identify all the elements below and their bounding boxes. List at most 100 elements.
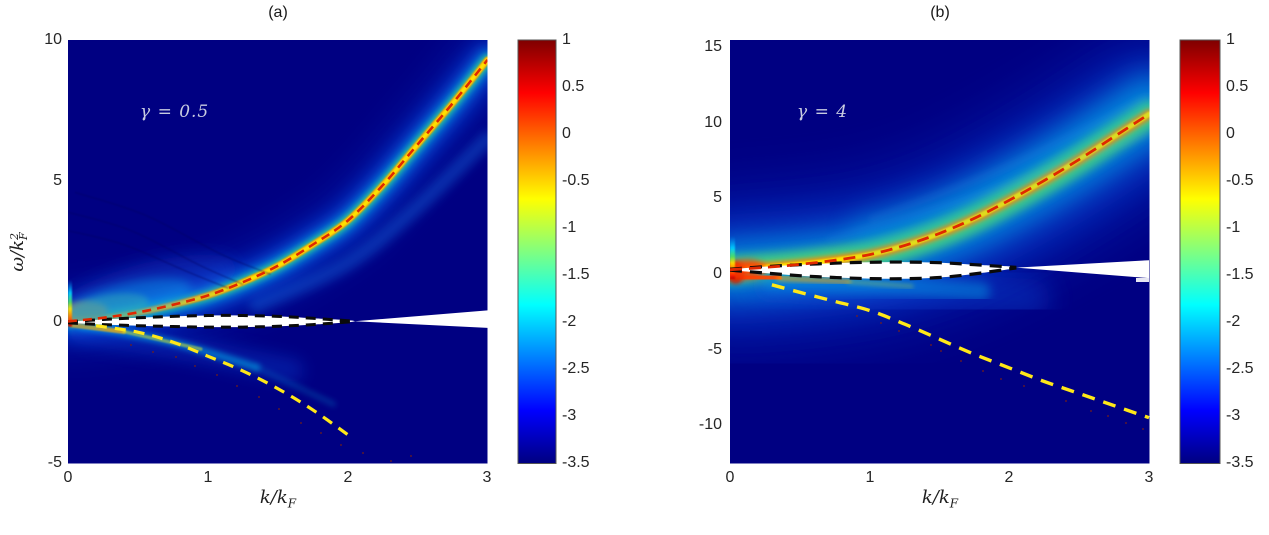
panel-a-ylabel: ω/k 2 F	[7, 232, 30, 272]
panel-b-xlabel: k/kF	[921, 487, 959, 511]
colorbar-tick-label: -2.5	[1226, 360, 1254, 377]
ytick-label: 15	[704, 38, 722, 55]
noise-speckle	[258, 396, 260, 398]
noise-speckle	[1065, 400, 1067, 402]
colorbar-tick-label: -0.5	[1226, 172, 1254, 189]
colorbar-tick-label: -0.5	[562, 172, 590, 189]
colorbar-tick-label: -2	[562, 313, 577, 330]
colorbar-tick-label: 1	[1226, 31, 1235, 48]
colorbar-tick-label: -1	[562, 219, 577, 236]
panel-a-title: (a)	[268, 4, 288, 21]
noise-speckle	[320, 432, 322, 434]
colorbar-tick-label: 0.5	[562, 78, 585, 95]
lens-lower-black-dashed	[730, 266, 1017, 281]
noise-speckle	[300, 422, 302, 424]
noise-speckle	[1125, 422, 1127, 424]
ytick-label: 5	[53, 172, 62, 189]
ytick-label: 10	[44, 31, 62, 48]
heatmap-glow-layer	[846, 279, 914, 289]
colorbar-tick-label: -1.5	[1226, 266, 1254, 283]
k-zero-edge-strip	[68, 279, 72, 327]
xtick-label: 0	[725, 469, 735, 486]
ytick-label: 5	[713, 189, 722, 206]
xtick-label: 1	[203, 469, 213, 486]
lower-branch-yellow-dashed	[95, 324, 352, 438]
ytick-label: -5	[47, 454, 62, 471]
ytick-label: 10	[704, 114, 722, 131]
noise-speckle	[152, 351, 154, 353]
noise-speckle	[278, 408, 280, 410]
ytick-label: 0	[53, 313, 62, 330]
xtick-label: 0	[63, 469, 73, 486]
panel-a-gamma-annotation: γ = 0.5	[140, 102, 210, 122]
panel-a-xlabel: k/kF	[259, 487, 297, 511]
noise-speckle	[216, 374, 218, 376]
masked-wedge-region	[354, 310, 488, 328]
colorbar	[1179, 39, 1221, 464]
faint-arc-artifact	[68, 211, 244, 285]
colorbar-tick-label: -3.5	[1226, 454, 1254, 471]
heatmap-glow-layer	[776, 275, 852, 285]
colorbar-tick-label: 0	[1226, 125, 1235, 142]
noise-speckle	[340, 444, 342, 446]
noise-speckle	[856, 315, 858, 317]
faint-arc-artifact	[74, 191, 272, 276]
noise-speckle	[930, 344, 932, 346]
noise-speckle	[982, 370, 984, 372]
k-zero-edge-strip	[730, 236, 735, 279]
heatmap-glow-layer	[69, 322, 127, 334]
faint-arc-artifact	[68, 229, 230, 290]
colorbar-tick-label: -3.5	[562, 454, 590, 471]
noise-speckle	[940, 350, 942, 352]
noise-speckle	[390, 460, 392, 462]
xtick-label: 3	[482, 469, 492, 486]
noise-speckle	[880, 322, 882, 324]
noise-speckle	[410, 455, 412, 457]
faint-streak-artifact	[826, 130, 1150, 243]
lens-lower-black-dashed	[68, 320, 355, 329]
colorbar-tick-label: -1.5	[562, 266, 590, 283]
colorbar-tick-label: 1	[562, 31, 571, 48]
xtick-label: 3	[1144, 469, 1154, 486]
ytick-label: -10	[698, 416, 722, 433]
noise-speckle	[898, 330, 900, 332]
noise-speckle	[236, 385, 238, 387]
colorbar-tick-label: -2	[1226, 313, 1241, 330]
noise-speckle	[1142, 428, 1144, 430]
noise-speckle	[1000, 378, 1002, 380]
noise-speckle	[1107, 415, 1109, 417]
masked-sliver	[1136, 278, 1149, 282]
colorbar-tick-label: 0	[562, 125, 571, 142]
heatmap-glow-layer	[751, 262, 1051, 320]
ytick-label: -5	[707, 341, 722, 358]
colorbar-tick-label: 0.5	[1226, 78, 1249, 95]
colorbar-tick-label: -2.5	[562, 360, 590, 377]
noise-speckle	[362, 452, 364, 454]
heatmap-panel	[68, 40, 488, 464]
heatmap-panel	[730, 40, 1150, 464]
noise-speckle	[130, 344, 132, 346]
masked-wedge-region	[1016, 260, 1149, 279]
colorbar-tick-label: -3	[562, 407, 577, 424]
noise-speckle	[1023, 385, 1025, 387]
noise-speckle	[175, 356, 177, 358]
noise-speckle	[194, 365, 196, 367]
heatmap-glow-layer	[249, 131, 488, 313]
colorbar	[517, 39, 557, 464]
xtick-label: 2	[343, 469, 353, 486]
lens-upper-black-dashed	[68, 313, 355, 324]
ytick-label: 0	[713, 265, 722, 282]
noise-speckle	[960, 360, 962, 362]
heatmap-glow-blob	[68, 254, 237, 325]
heatmap-glow-layer	[122, 329, 203, 351]
panel-b-gamma-annotation: γ = 4	[797, 102, 849, 122]
dispersion-red-dashed	[68, 58, 488, 323]
faint-streak-artifact	[868, 93, 1150, 223]
colorbar-tick-label: -3	[1226, 407, 1241, 424]
panel-b-title: (b)	[930, 4, 950, 21]
dispersion-red-dashed	[730, 112, 1150, 272]
xtick-label: 2	[1004, 469, 1014, 486]
xtick-label: 1	[865, 469, 875, 486]
